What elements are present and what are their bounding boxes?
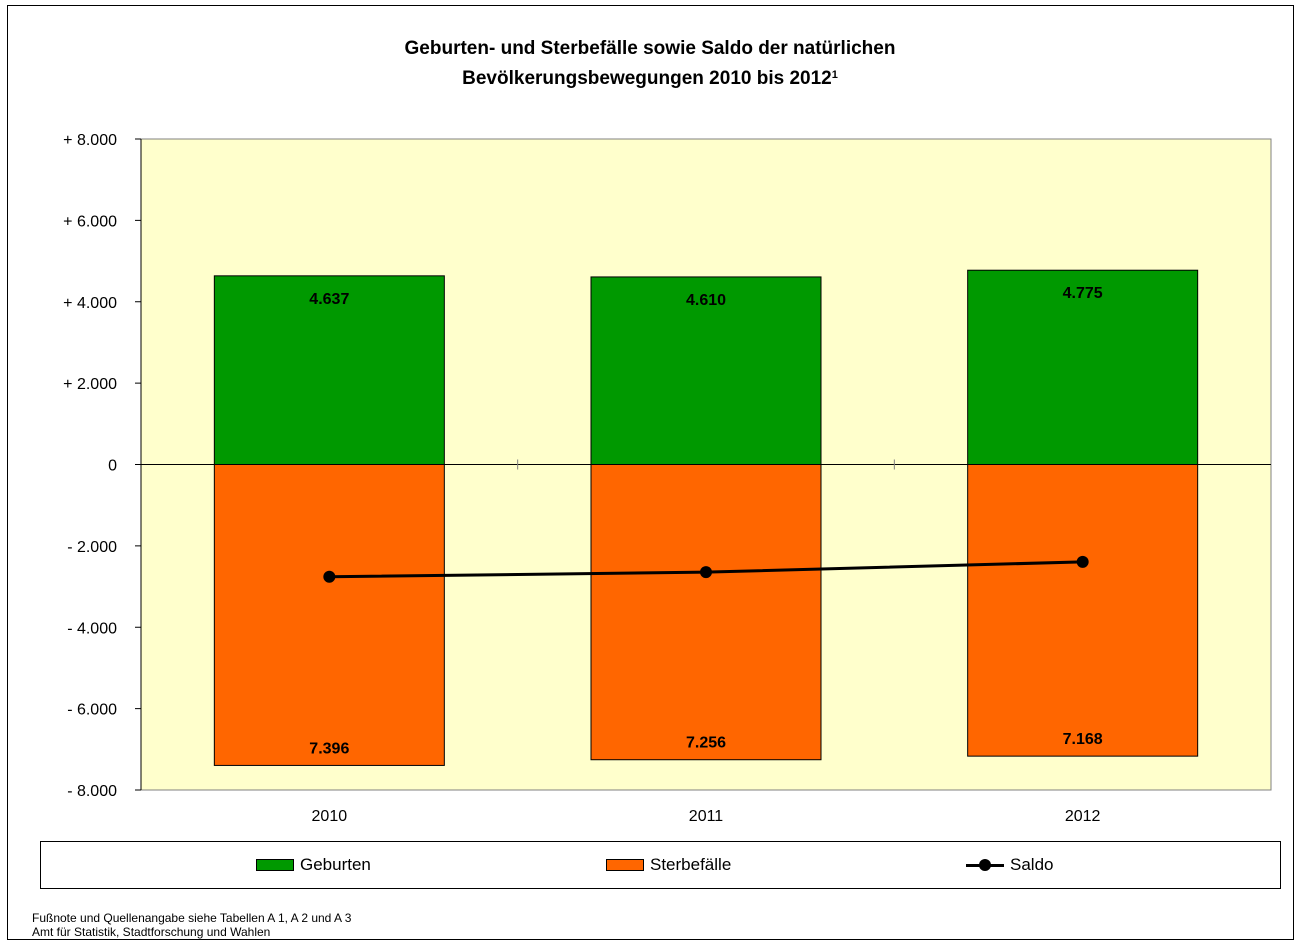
bar-sterbefaelle — [967, 464, 1199, 757]
y-tick-label: - 6.000 — [67, 702, 117, 719]
data-label-sterbefaelle: 7.256 — [686, 735, 726, 752]
y-tick-label: + 4.000 — [63, 295, 117, 312]
y-tick-label: + 8.000 — [63, 132, 117, 149]
legend-label-saldo: Saldo — [1010, 855, 1054, 874]
data-label-geburten: 4.775 — [1063, 285, 1103, 302]
footnote-source: Fußnote und Quellenangabe siehe Tabellen… — [32, 911, 352, 925]
y-tick-label: - 4.000 — [67, 620, 117, 637]
legend-swatch-saldo — [966, 859, 1004, 871]
legend-swatch-sterbefaelle — [606, 859, 644, 871]
chart-legend: Geburten Sterbefälle Saldo — [40, 841, 1281, 889]
chart-title-line2-text: Bevölkerungsbewegungen 2010 bis 2012 — [462, 68, 832, 89]
footnote-office: Amt für Statistik, Stadtforschung und Wa… — [32, 925, 271, 939]
y-tick-label: - 2.000 — [67, 539, 117, 556]
bar-sterbefaelle — [213, 464, 445, 766]
y-tick-label: + 2.000 — [63, 376, 117, 393]
legend-label-geburten: Geburten — [300, 855, 371, 874]
data-label-sterbefaelle: 7.168 — [1063, 731, 1103, 748]
chart-frame — [7, 5, 1294, 940]
data-label-sterbefaelle: 7.396 — [309, 740, 349, 757]
x-tick-label: 2012 — [1065, 808, 1101, 825]
x-tick-label: 2010 — [312, 808, 348, 825]
data-label-geburten: 4.610 — [686, 292, 726, 309]
bar-sterbefaelle — [590, 464, 822, 761]
legend-item-sterbefaelle: Sterbefälle — [606, 842, 731, 888]
x-tick-label: 2011 — [689, 808, 724, 825]
point-saldo — [1076, 555, 1089, 568]
chart-title-line1: Geburten- und Sterbefälle sowie Saldo de… — [404, 38, 896, 59]
legend-item-geburten: Geburten — [256, 842, 371, 888]
y-tick-label: - 8.000 — [67, 783, 117, 800]
legend-item-saldo: Saldo — [966, 842, 1053, 888]
y-tick-label: 0 — [108, 458, 117, 475]
data-label-geburten: 4.637 — [309, 291, 349, 308]
legend-swatch-geburten — [256, 859, 294, 871]
chart-title-superscript: 1 — [831, 69, 838, 81]
chart-title-line2: Bevölkerungsbewegungen 2010 bis 20121 — [0, 62, 1300, 92]
point-saldo — [323, 570, 336, 583]
bar-geburten — [213, 275, 445, 465]
legend-label-sterbefaelle: Sterbefälle — [650, 855, 732, 874]
point-saldo — [700, 566, 712, 579]
bar-geburten — [590, 276, 822, 466]
bar-geburten — [967, 269, 1199, 465]
y-tick-label: + 6.000 — [63, 213, 117, 230]
